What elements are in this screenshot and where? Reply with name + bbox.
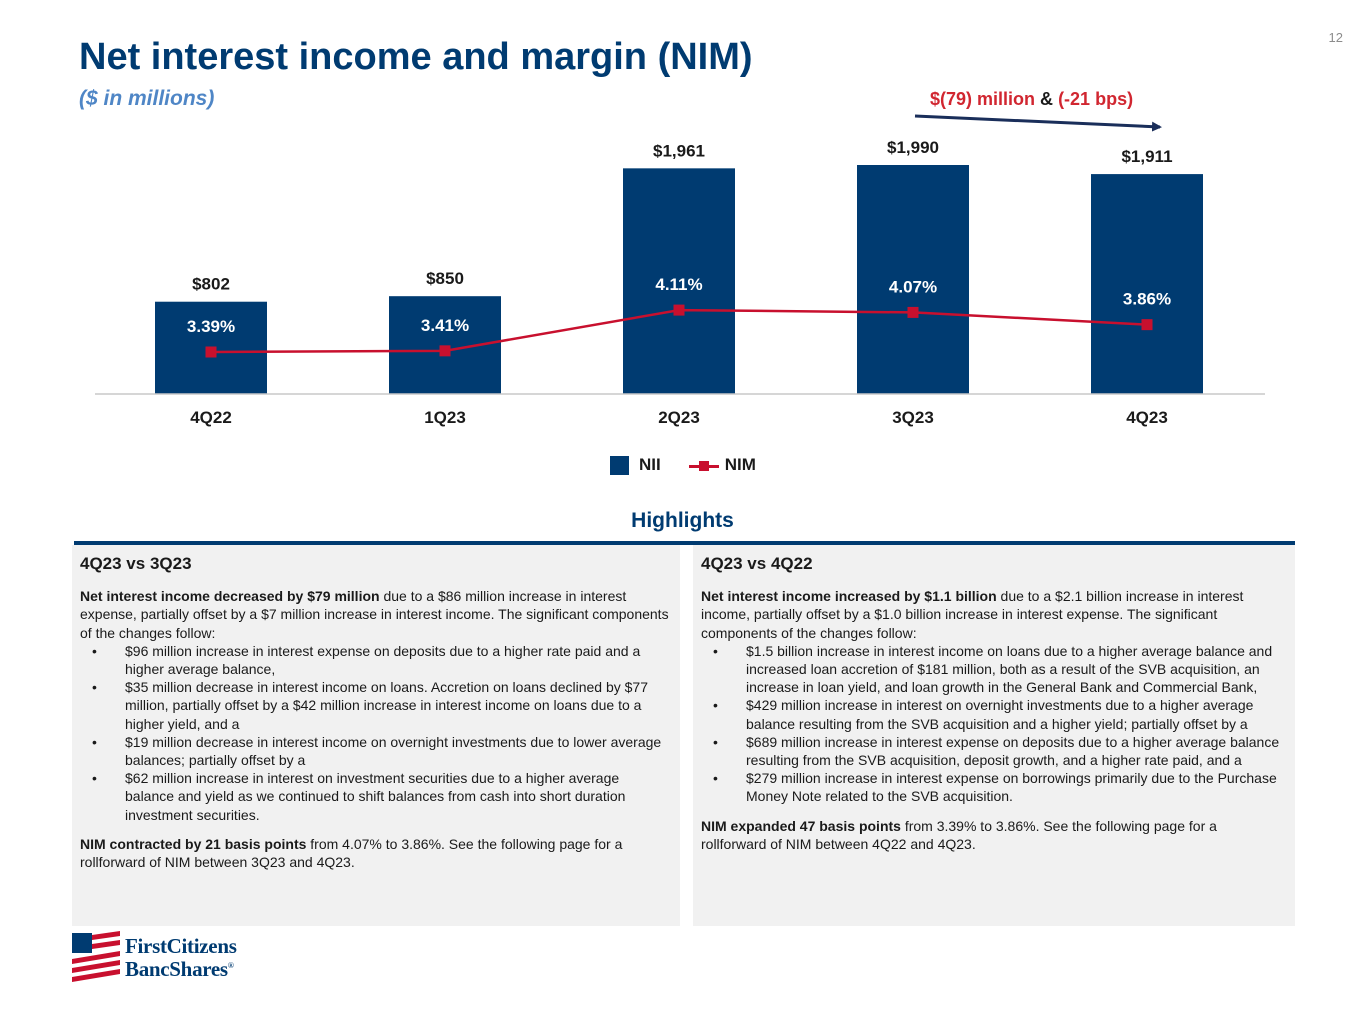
list-item: $35 million decrease in interest income …	[92, 678, 671, 733]
list-item: $62 million increase in interest on inve…	[92, 769, 671, 824]
page-number: 12	[1328, 30, 1343, 45]
nim-point	[907, 306, 919, 318]
x-tick-label: 1Q23	[424, 408, 466, 427]
change-arrow	[914, 114, 1162, 132]
nii-nim-chart: $802 4Q22 $850 1Q23 $1,961 2Q23 $1,990 3Q23 $1,9…	[95, 114, 1265, 427]
panel-heading: 4Q23 vs 4Q22	[701, 554, 813, 573]
nim-point	[1141, 319, 1153, 331]
x-tick-label: 4Q22	[190, 408, 232, 427]
panel-intro-bold: Net interest income increased by $1.1 bi…	[701, 588, 997, 605]
list-item: $429 million increase in interest on ove…	[713, 696, 1286, 732]
nim-point	[439, 345, 451, 357]
change-annotation: $(79) million & (-21 bps)	[930, 89, 1133, 110]
change-joiner: &	[1040, 89, 1054, 109]
nim-data-label: 3.41%	[421, 316, 469, 335]
panel-intro: Net interest income increased by $1.1 bi…	[701, 587, 1286, 642]
panel-outro: NIM contracted by 21 basis points from 4…	[80, 835, 671, 871]
nii-bar-4q23	[1091, 174, 1203, 394]
logo-wordmark: FirstCitizens BancShares®	[125, 933, 237, 981]
panel-outro-text: from 3.39% to 3.86%. See the following p…	[701, 817, 1217, 852]
panel-outro-bold: NIM contracted by 21 basis points	[80, 835, 307, 852]
nim-data-label: 4.07%	[889, 277, 937, 296]
panel-bullet-list: $96 million increase in interest expense…	[80, 642, 671, 824]
panel-intro: Net interest income decreased by $79 mil…	[80, 587, 671, 642]
legend-nii-label: NII	[639, 455, 661, 474]
highlights-panel-qoq: 4Q23 vs 3Q23 Net interest income decreas…	[72, 545, 680, 926]
list-item: $96 million increase in interest expense…	[92, 642, 671, 678]
panel-outro-text: from 4.07% to 3.86%. See the following p…	[80, 835, 623, 871]
x-tick-label: 3Q23	[892, 408, 934, 427]
list-item: $689 million increase in interest expens…	[713, 733, 1286, 769]
change-amount: $(79) million	[930, 89, 1036, 109]
panel-bullet-list: $1.5 billion increase in interest income…	[701, 642, 1286, 806]
panel-intro-text: due to a $86 million increase in interes…	[80, 588, 669, 641]
x-tick-label: 4Q23	[1126, 408, 1168, 427]
nim-point	[673, 304, 685, 316]
nii-data-label: $1,911	[1121, 147, 1172, 166]
legend-nii-swatch	[610, 455, 629, 475]
legend-nim-label: NIM	[724, 455, 756, 474]
list-item: $279 million increase in interest expens…	[713, 769, 1286, 805]
nii-bar-3q23	[857, 165, 969, 394]
nii-bar-2q23	[623, 168, 735, 394]
nii-data-label: $1,990	[887, 138, 939, 157]
highlights-panel-yoy: 4Q23 vs 4Q22 Net interest income increas…	[693, 545, 1295, 926]
chart-legend: NII NIM	[610, 455, 756, 475]
list-item: $19 million decrease in interest income …	[92, 733, 671, 769]
company-logo: FirstCitizens BancShares®	[70, 929, 237, 985]
panel-intro-text: due to a $2.1 billion increase in intere…	[701, 588, 1244, 641]
page-title: Net interest income and margin (NIM)	[79, 36, 753, 78]
x-tick-label: 2Q23	[658, 408, 700, 427]
nii-data-label: $1,961	[653, 141, 705, 160]
highlights-divider	[74, 541, 1295, 545]
list-item: $1.5 billion increase in interest income…	[713, 642, 1286, 697]
panel-outro-bold: NIM expanded 47 basis points	[701, 817, 901, 834]
panel-outro: NIM expanded 47 basis points from 3.39% …	[701, 817, 1286, 853]
legend-nim-swatch	[688, 456, 719, 475]
nii-data-label: $850	[426, 269, 464, 288]
logo-line-2: BancShares®	[125, 956, 234, 981]
highlights-title: Highlights	[631, 509, 734, 532]
nim-data-label: 3.39%	[187, 317, 235, 336]
nim-data-label: 4.11%	[655, 275, 702, 294]
panel-heading: 4Q23 vs 3Q23	[80, 554, 192, 573]
change-bps: (-21 bps)	[1058, 89, 1134, 109]
page-subtitle: ($ in millions)	[79, 87, 215, 110]
nii-data-label: $802	[192, 275, 230, 294]
flag-logo-icon	[70, 929, 122, 985]
logo-line-1: FirstCitizens	[125, 933, 237, 958]
panel-intro-bold: Net interest income decreased by $79 mil…	[80, 588, 380, 605]
nim-point	[205, 346, 217, 358]
nim-data-label: 3.86%	[1123, 290, 1171, 309]
